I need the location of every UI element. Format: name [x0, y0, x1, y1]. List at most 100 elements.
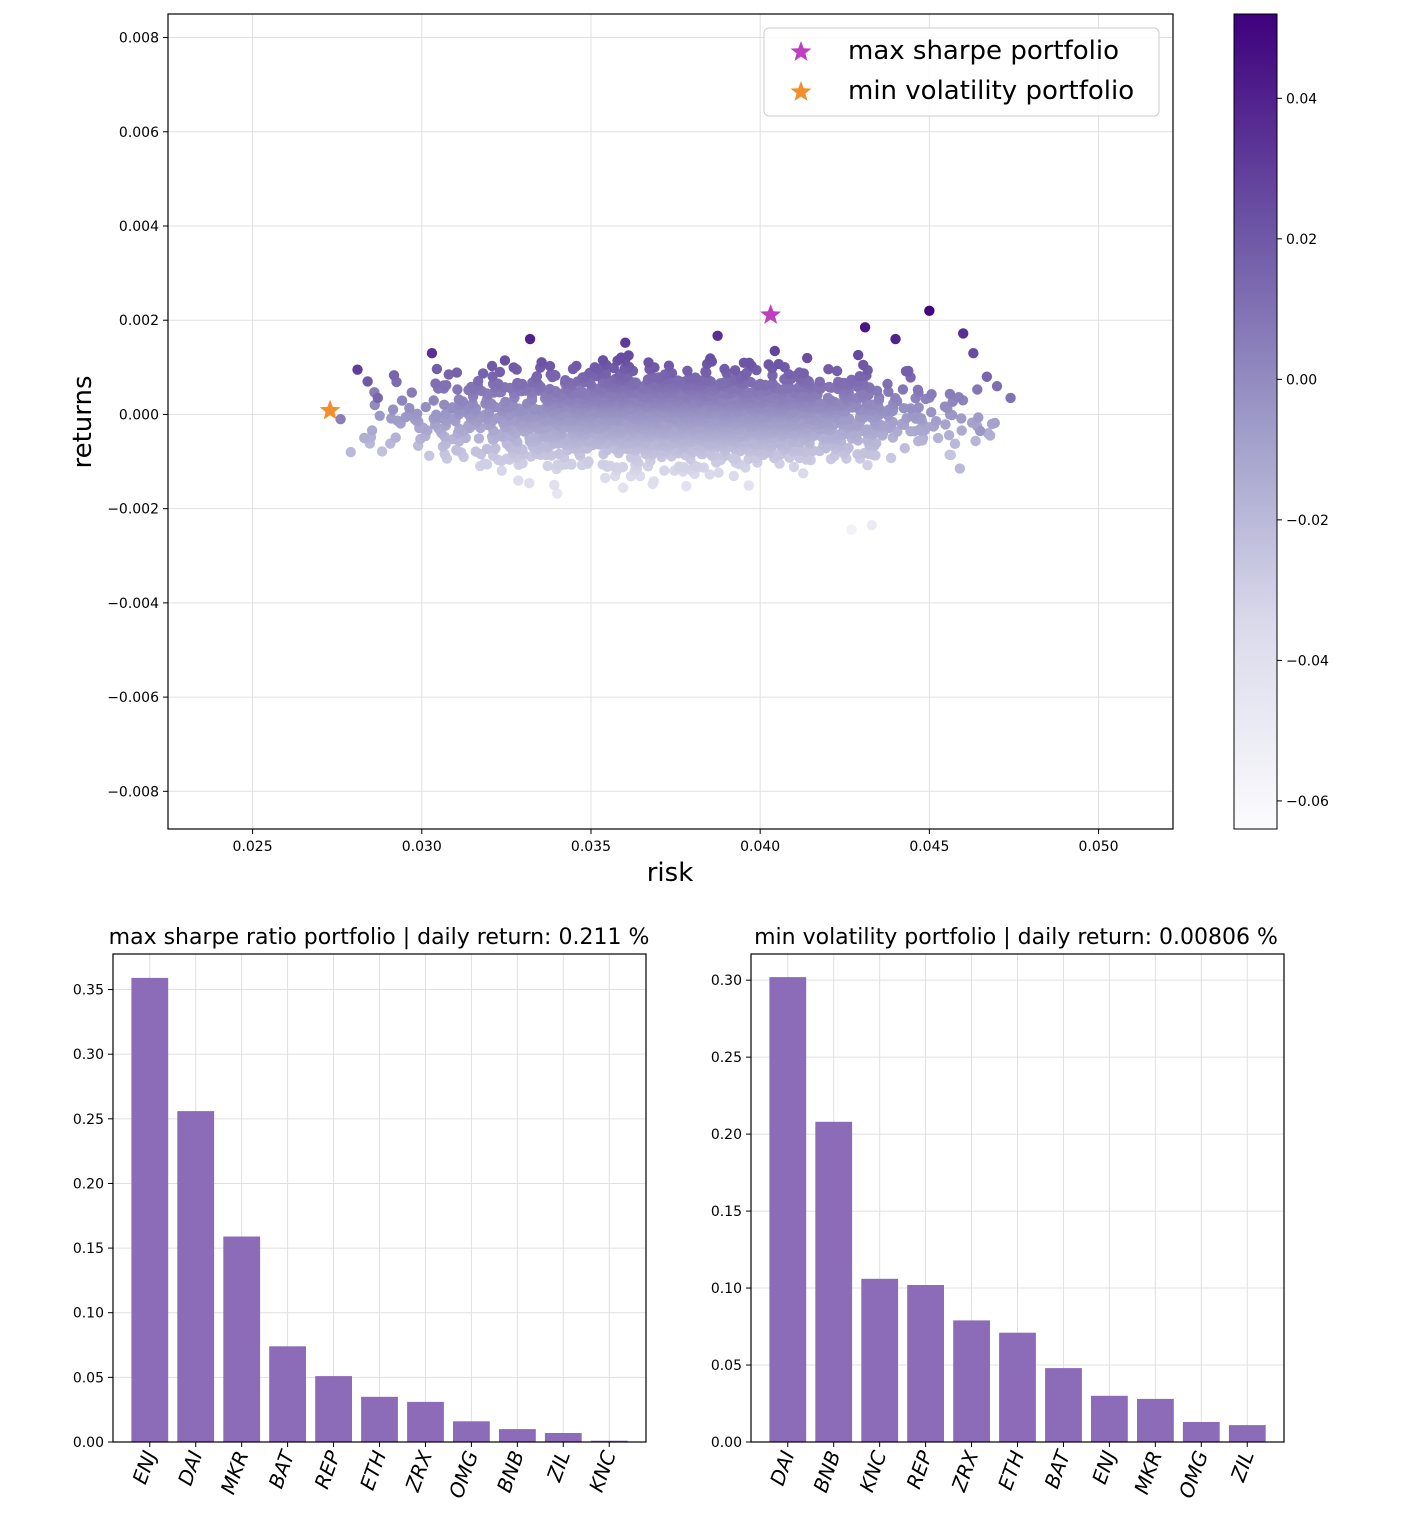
scatter-point — [552, 459, 563, 470]
scatter-y-tick-label: −0.008 — [107, 784, 159, 800]
scatter-point — [659, 465, 670, 476]
bar-enj — [131, 977, 169, 1442]
scatter-point — [953, 392, 964, 403]
colorbar-tick-label: 0.02 — [1286, 232, 1317, 248]
bar-zrx — [953, 1320, 990, 1442]
scatter-point — [1005, 392, 1016, 404]
scatter-point — [575, 386, 586, 397]
scatter-point — [866, 519, 878, 531]
legend-entry-min-volatility: min volatility portfolio — [848, 76, 1134, 106]
scatter-point — [617, 482, 629, 493]
scatter-point — [439, 399, 450, 410]
scatter-point — [335, 413, 346, 425]
scatter-point — [989, 417, 1000, 429]
bar1-y-tick-label: 0.05 — [73, 1370, 104, 1386]
scatter-point — [943, 430, 955, 441]
scatter-point — [554, 448, 565, 460]
scatter-point — [890, 333, 901, 345]
colorbar: −0.06 −0.04 −0.02 0.00 0.02 0.04 — [1233, 13, 1329, 830]
scatter-point — [973, 412, 984, 423]
scatter-point — [663, 360, 675, 371]
scatter-point — [617, 461, 629, 473]
bar1-x-tick-label: BAT — [264, 1446, 300, 1492]
scatter-point — [492, 412, 503, 424]
scatter-point — [846, 524, 857, 536]
scatter-point — [406, 387, 417, 398]
scatter-x-ticks: 0.025 0.030 0.035 0.040 0.045 0.050 — [233, 829, 1119, 855]
scatter-point — [404, 402, 415, 414]
bar2-x-tick-label: BNB — [808, 1448, 845, 1496]
scatter-point — [974, 425, 986, 437]
scatter-point — [843, 442, 854, 454]
bar1-y-tick-label: 0.00 — [73, 1435, 104, 1451]
scatter-point — [388, 370, 400, 381]
bar1-y-tick-label: 0.10 — [73, 1306, 104, 1322]
scatter-point — [898, 403, 909, 414]
scatter-markers — [319, 304, 782, 420]
scatter-point — [958, 328, 969, 339]
scatter-point — [443, 369, 454, 380]
scatter-point — [597, 355, 609, 366]
bar2-x-tick-label: ZRX — [946, 1446, 983, 1495]
scatter-point — [861, 424, 873, 435]
scatter-y-tick-label: 0.006 — [119, 125, 159, 141]
scatter-point — [673, 461, 685, 472]
bar-bat — [269, 1346, 306, 1442]
scatter-x-tick-label: 0.040 — [740, 839, 780, 855]
scatter-point — [939, 401, 951, 412]
legend: max sharpe portfolio min volatility port… — [763, 27, 1160, 117]
scatter-point — [545, 369, 556, 380]
scatter-point — [374, 410, 385, 421]
legend-star-icon — [790, 81, 812, 101]
scatter-point — [944, 388, 956, 400]
scatter-point — [494, 366, 506, 378]
bar-enj — [1091, 1395, 1128, 1442]
scatter-point — [453, 394, 464, 405]
scatter-point — [897, 384, 909, 395]
scatter-point — [477, 368, 489, 379]
scatter-y-tick-label: 0.004 — [119, 219, 159, 235]
scatter-point — [788, 461, 800, 473]
bar-rep — [907, 1285, 944, 1442]
scatter-x-tick-label: 0.050 — [1079, 839, 1119, 855]
scatter-point — [430, 378, 441, 389]
bar-knc — [590, 1440, 628, 1442]
bar-eth — [361, 1396, 398, 1442]
colorbar-tick-label: −0.06 — [1286, 794, 1329, 810]
scatter-point — [672, 375, 684, 386]
scatter-point — [566, 458, 577, 469]
scatter-point — [583, 456, 594, 467]
bar-zrx — [407, 1401, 444, 1442]
scatter-point — [431, 409, 442, 420]
scatter-point — [823, 364, 834, 375]
scatter-point — [597, 459, 608, 470]
scatter-point — [913, 402, 924, 413]
scatter-point — [824, 381, 835, 393]
bar2-bars — [769, 977, 1266, 1442]
legend-entry-max-sharpe: max sharpe portfolio — [848, 36, 1119, 66]
scatter-point — [991, 380, 1003, 392]
scatter-point — [859, 447, 870, 459]
bar2-x-tick-label: MKR — [1129, 1448, 1167, 1498]
scatter-point — [396, 395, 408, 406]
scatter-point — [499, 355, 511, 366]
bar2-x-tick-label: KNC — [854, 1447, 891, 1495]
bar1-x-tick-label: OMG — [444, 1448, 483, 1502]
scatter-point — [802, 352, 813, 364]
scatter-point — [544, 360, 556, 372]
scatter-point — [833, 376, 844, 388]
scatter-point — [345, 446, 356, 458]
scatter-point — [473, 433, 485, 444]
scatter-point — [954, 463, 966, 474]
scatter-point — [479, 458, 490, 469]
bar-bnb — [499, 1429, 536, 1442]
scatter-point — [549, 479, 560, 491]
colorbar-gradient — [1233, 13, 1278, 830]
legend-star-icon — [790, 41, 812, 61]
scatter-panel: 0.025 0.030 0.035 0.040 0.045 0.050 −0.008−0.… — [68, 13, 1174, 888]
max-sharpe-star-marker — [760, 304, 782, 324]
scatter-point — [529, 403, 540, 414]
scatter-point — [924, 305, 935, 316]
scatter-point — [831, 365, 843, 377]
